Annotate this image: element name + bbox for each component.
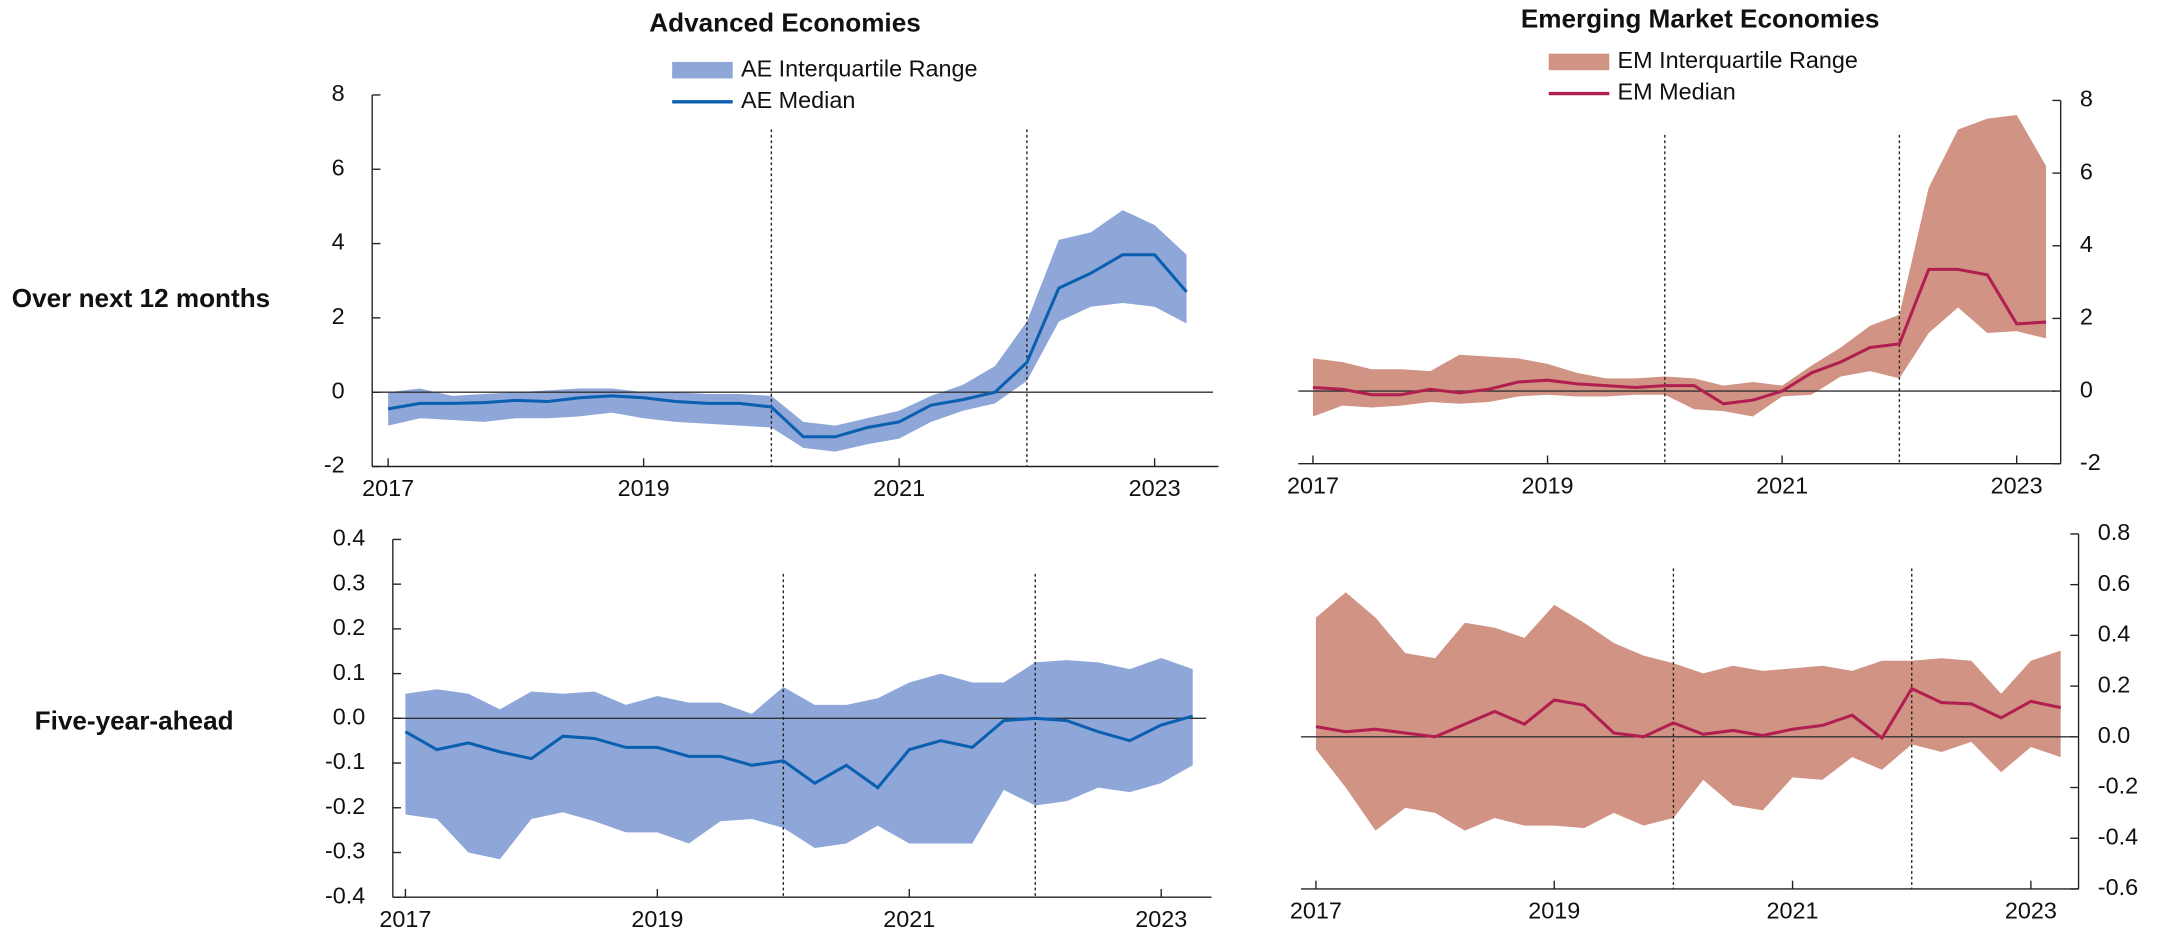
y-tick-label: 2 bbox=[2080, 304, 2093, 330]
y-tick-label: -2 bbox=[324, 452, 345, 478]
x-tick-label: 2017 bbox=[362, 475, 414, 501]
x-tick-label: 2023 bbox=[1991, 472, 2043, 498]
y-tick-label: -0.6 bbox=[2098, 874, 2138, 900]
x-tick-label: 2023 bbox=[2005, 898, 2057, 924]
x-tick-label: 2019 bbox=[1522, 472, 1574, 498]
legend-swatch bbox=[672, 61, 733, 79]
legend-swatch bbox=[1548, 53, 1610, 71]
x-tick-label: 2021 bbox=[1767, 898, 1819, 924]
legend-label: AE Interquartile Range bbox=[741, 55, 978, 81]
x-tick-label: 2023 bbox=[1129, 475, 1181, 501]
x-tick-label: 2019 bbox=[1528, 898, 1580, 924]
y-tick-label: -0.2 bbox=[325, 793, 365, 819]
x-tick-label: 2019 bbox=[631, 906, 683, 932]
x-tick-label: 2021 bbox=[873, 475, 925, 501]
y-tick-label: -0.3 bbox=[325, 838, 365, 864]
y-tick-label: 0.6 bbox=[2098, 570, 2131, 596]
y-tick-label: -0.4 bbox=[2098, 823, 2138, 849]
y-tick-label: -0.4 bbox=[325, 882, 365, 908]
y-tick-label: 0.4 bbox=[2098, 621, 2131, 647]
y-tick-label: 2 bbox=[332, 303, 345, 329]
y-tick-label: 0.0 bbox=[333, 703, 366, 729]
x-tick-label: 2021 bbox=[883, 906, 935, 932]
median-line bbox=[1312, 267, 2047, 406]
y-tick-label: 8 bbox=[2080, 86, 2093, 112]
median-line bbox=[404, 714, 1194, 790]
y-tick-label: 0.3 bbox=[333, 569, 366, 595]
y-tick-label: 6 bbox=[2080, 158, 2093, 184]
x-tick-label: 2023 bbox=[1135, 906, 1187, 932]
x-tick-label: 2017 bbox=[379, 906, 431, 932]
chart-title: Emerging Market Economies bbox=[1521, 4, 1880, 34]
legend-label: EM Median bbox=[1618, 79, 1736, 105]
y-tick-label: 0.2 bbox=[333, 614, 366, 640]
y-tick-label: 0 bbox=[332, 377, 345, 403]
row-label: Over next 12 months bbox=[12, 283, 270, 313]
chart-title: Advanced Economies bbox=[649, 8, 921, 38]
y-tick-label: 4 bbox=[332, 229, 345, 255]
y-tick-label: 0 bbox=[2080, 376, 2093, 402]
y-tick-label: 6 bbox=[332, 154, 345, 180]
y-tick-label: 0.2 bbox=[2098, 671, 2131, 697]
x-tick-label: 2019 bbox=[618, 475, 670, 501]
row-label: Five-year-ahead bbox=[35, 705, 234, 735]
interquartile-band bbox=[1315, 592, 2061, 831]
interquartile-band bbox=[388, 210, 1187, 452]
y-tick-label: 0.8 bbox=[2098, 519, 2131, 545]
y-tick-label: 8 bbox=[332, 80, 345, 106]
x-tick-label: 2017 bbox=[1290, 898, 1342, 924]
median-line bbox=[1315, 686, 2061, 741]
legend-label: AE Median bbox=[741, 87, 855, 113]
x-tick-label: 2021 bbox=[1756, 472, 1808, 498]
y-tick-label: 0.1 bbox=[333, 659, 366, 685]
x-tick-label: 2017 bbox=[1287, 472, 1339, 498]
median-line bbox=[387, 253, 1188, 439]
legend-label: EM Interquartile Range bbox=[1618, 47, 1858, 73]
y-tick-label: 0.0 bbox=[2098, 722, 2131, 748]
y-tick-label: 4 bbox=[2080, 231, 2093, 257]
y-tick-label: -0.2 bbox=[2098, 773, 2138, 799]
interquartile-band bbox=[1312, 114, 2047, 417]
interquartile-band bbox=[405, 657, 1193, 860]
y-tick-label: -2 bbox=[2080, 449, 2101, 475]
y-tick-label: 0.4 bbox=[333, 525, 366, 551]
y-tick-label: -0.1 bbox=[325, 748, 365, 774]
